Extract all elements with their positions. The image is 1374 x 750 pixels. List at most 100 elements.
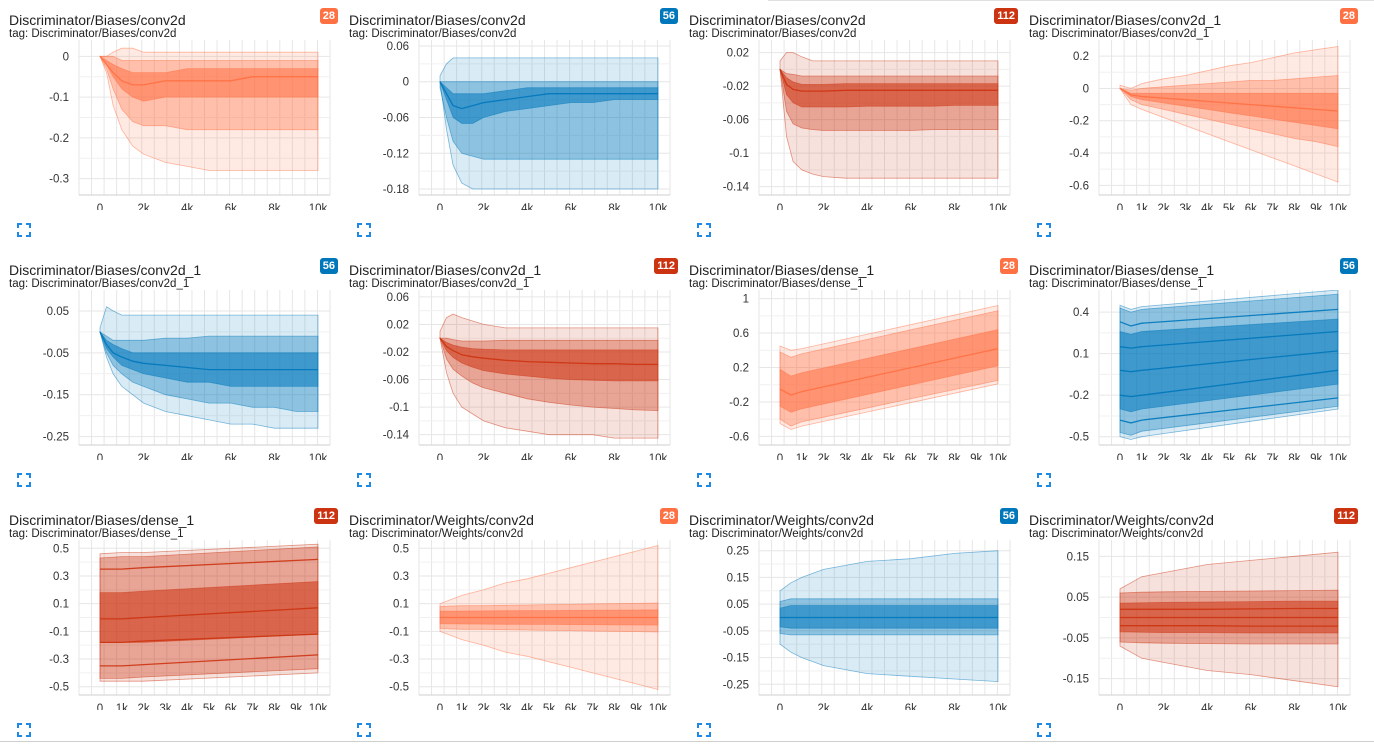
x-tick-label: 8k xyxy=(608,453,620,460)
y-tick-label: -0.15 xyxy=(723,653,749,665)
x-tick-label: 0 xyxy=(437,703,443,710)
x-tick-label: 9k xyxy=(630,703,642,710)
expand-icon[interactable] xyxy=(697,223,711,237)
y-tick-label: 0.2 xyxy=(733,363,749,375)
expand-icon[interactable] xyxy=(697,723,711,737)
y-tick-label: -0.2 xyxy=(1069,390,1089,402)
y-tick-label: -0.25 xyxy=(723,679,749,691)
x-tick-label: 8k xyxy=(608,703,620,710)
x-tick-label: 10k xyxy=(309,453,328,460)
x-tick-label: 4k xyxy=(521,203,533,210)
x-tick-label: 2k xyxy=(138,203,150,210)
chart-tag: tag: Discriminator/Biases/conv2d xyxy=(349,28,516,40)
x-tick-label: 0 xyxy=(777,203,783,210)
chart-title: Discriminator/Biases/conv2d_1 xyxy=(1029,12,1221,28)
chart-tag: tag: Discriminator/Weights/conv2d xyxy=(689,528,863,540)
x-tick-label: 6k xyxy=(905,703,917,710)
x-tick-label: 5k xyxy=(1223,453,1235,460)
y-tick-label: -0.06 xyxy=(383,113,409,125)
chart-title: Discriminator/Biases/conv2d_1 xyxy=(9,262,201,278)
y-tick-label: 0.02 xyxy=(727,48,749,60)
expand-icon[interactable] xyxy=(697,473,711,487)
x-tick-label: 8k xyxy=(1288,453,1300,460)
chart-tag: tag: Discriminator/Weights/conv2d xyxy=(1029,528,1203,540)
x-tick-label: 7k xyxy=(587,703,599,710)
y-tick-label: 0.05 xyxy=(1067,592,1089,604)
x-tick-label: 7k xyxy=(1267,203,1279,210)
chart-tag: tag: Discriminator/Biases/dense_1 xyxy=(1029,278,1204,290)
expand-icon[interactable] xyxy=(357,473,371,487)
expand-icon[interactable] xyxy=(1037,223,1051,237)
y-tick-label: -0.3 xyxy=(389,654,409,666)
y-tick-label: 0.4 xyxy=(1073,307,1090,319)
x-tick-label: 4k xyxy=(861,203,873,210)
y-tick-label: 0.5 xyxy=(53,543,69,555)
y-tick-label: 0.25 xyxy=(727,546,749,558)
x-tick-label: 5k xyxy=(543,703,555,710)
chart-title: Discriminator/Biases/conv2d xyxy=(349,12,526,28)
y-tick-label: 0.1 xyxy=(1073,349,1089,361)
x-tick-label: 6k xyxy=(225,703,237,710)
x-tick-label: 10k xyxy=(989,203,1008,210)
y-tick-label: -0.2 xyxy=(49,133,69,145)
run-badge: 28 xyxy=(1000,258,1018,274)
x-tick-label: 10k xyxy=(309,703,328,710)
run-badge: 112 xyxy=(314,508,338,524)
expand-icon[interactable] xyxy=(17,723,31,737)
chart-title: Discriminator/Biases/dense_1 xyxy=(1029,262,1214,278)
x-tick-label: 4k xyxy=(861,703,873,710)
y-tick-label: -0.1 xyxy=(49,626,69,638)
expand-icon[interactable] xyxy=(17,473,31,487)
run-badge: 28 xyxy=(320,8,338,24)
x-tick-label: 8k xyxy=(268,703,280,710)
y-tick-label: 0 xyxy=(1083,83,1089,95)
x-tick-label: 2k xyxy=(1158,703,1170,710)
x-tick-label: 3k xyxy=(1179,453,1191,460)
expand-icon[interactable] xyxy=(17,223,31,237)
x-tick-label: 10k xyxy=(309,203,328,210)
y-tick-label: 0.1 xyxy=(393,599,409,611)
x-tick-label: 1k xyxy=(116,703,128,710)
x-tick-label: 5k xyxy=(203,703,215,710)
expand-icon[interactable] xyxy=(1037,723,1051,737)
x-tick-label: 7k xyxy=(247,703,259,710)
x-tick-label: 0 xyxy=(777,453,783,460)
x-tick-label: 3k xyxy=(159,703,171,710)
x-tick-label: 6k xyxy=(565,703,577,710)
y-tick-label: -0.18 xyxy=(383,184,409,196)
x-tick-label: 6k xyxy=(565,453,577,460)
y-tick-label: -0.15 xyxy=(1063,674,1089,686)
x-tick-label: 0 xyxy=(97,703,103,710)
expand-icon[interactable] xyxy=(357,723,371,737)
y-tick-label: 0.05 xyxy=(727,599,749,611)
x-tick-label: 2k xyxy=(478,703,490,710)
y-tick-label: 0.02 xyxy=(387,319,409,331)
y-tick-label: -0.12 xyxy=(383,148,409,160)
chart-title: Discriminator/Biases/dense_1 xyxy=(689,262,874,278)
x-tick-label: 10k xyxy=(649,453,668,460)
y-tick-label: -0.4 xyxy=(1069,148,1089,160)
y-tick-label: -0.6 xyxy=(729,431,749,443)
y-tick-label: -0.25 xyxy=(43,432,69,444)
y-tick-label: -0.1 xyxy=(389,402,409,414)
x-tick-label: 9k xyxy=(970,453,982,460)
x-tick-label: 7k xyxy=(927,453,939,460)
expand-icon[interactable] xyxy=(357,223,371,237)
expand-icon[interactable] xyxy=(1037,473,1051,487)
x-tick-label: 4k xyxy=(1201,703,1213,710)
run-badge: 28 xyxy=(1340,8,1358,24)
